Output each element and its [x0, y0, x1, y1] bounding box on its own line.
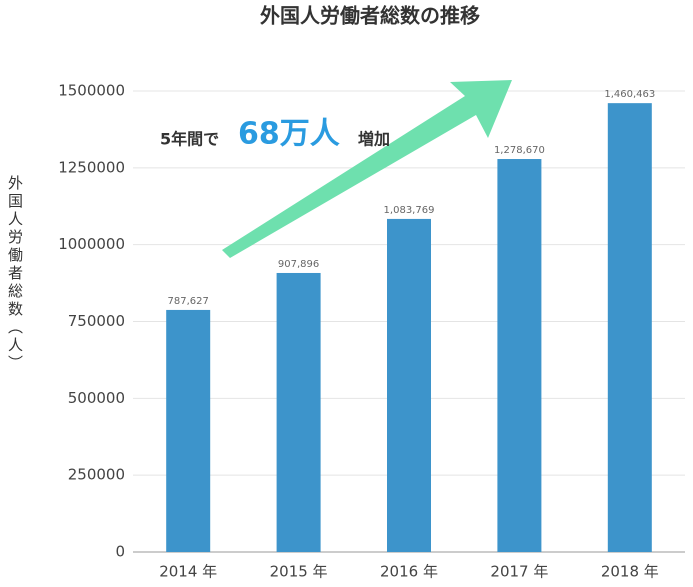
- x-tick-label: 2015 年: [270, 563, 328, 581]
- bar: [387, 218, 431, 552]
- value-label: 787,627: [168, 296, 209, 307]
- x-tick-label: 2017 年: [490, 563, 548, 581]
- x-tick-label: 2014 年: [159, 563, 217, 581]
- x-tick-label: 2016 年: [380, 563, 438, 581]
- annotation-prefix: 5年間で: [160, 130, 219, 149]
- y-tick-label: 1000000: [58, 235, 125, 253]
- value-label: 1,460,463: [604, 89, 655, 100]
- y-tick-label: 750000: [68, 312, 125, 330]
- bar: [607, 103, 652, 553]
- y-tick-label: 1250000: [58, 158, 125, 176]
- y-axis-label: 外国人労働者総数（人）: [6, 175, 24, 373]
- value-label: 1,278,670: [494, 145, 545, 156]
- bar: [497, 159, 542, 552]
- chart-title: 外国人労働者総数の推移: [260, 4, 480, 28]
- value-label: 1,083,769: [384, 205, 435, 216]
- annotation-suffix: 増加: [358, 130, 390, 149]
- trend-arrow: [222, 80, 512, 258]
- y-tick-label: 0: [115, 543, 125, 561]
- bar: [276, 272, 321, 552]
- bar: [166, 309, 211, 552]
- y-tick-label: 250000: [68, 466, 125, 484]
- y-tick-label: 1500000: [58, 82, 125, 100]
- x-tick-label: 2018 年: [601, 563, 659, 581]
- value-label: 907,896: [278, 259, 319, 270]
- y-tick-label: 500000: [68, 389, 125, 407]
- annotation-highlight: 68万人: [238, 117, 340, 152]
